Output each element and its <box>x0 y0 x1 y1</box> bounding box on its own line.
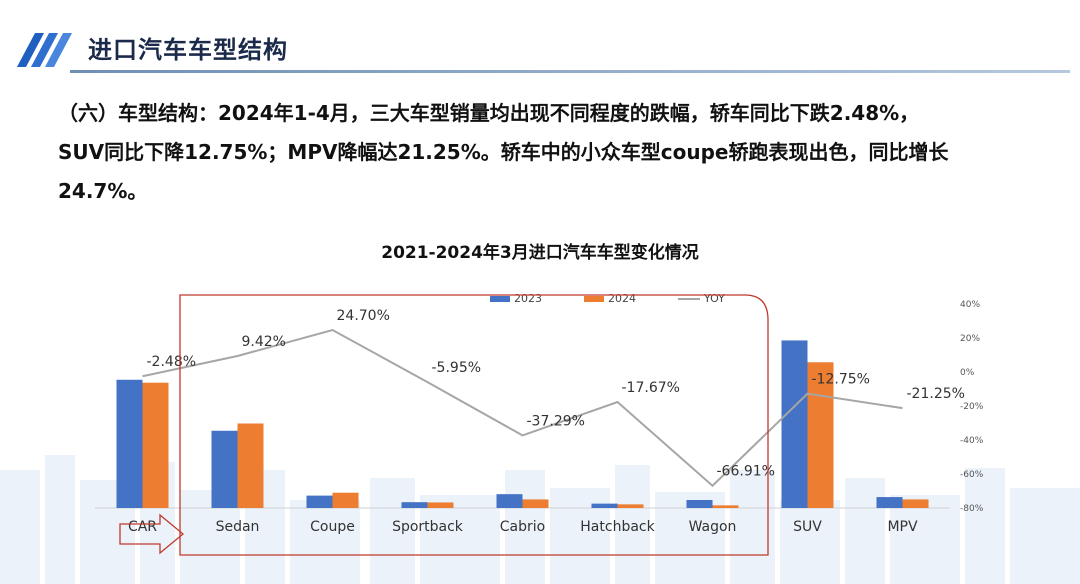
y-right-tick-label: -60% <box>960 470 984 480</box>
page-title: 进口汽车车型结构 <box>88 36 288 64</box>
background-skyline-block <box>505 470 545 584</box>
background-skyline-block <box>890 495 960 584</box>
background-skyline-block <box>290 500 360 584</box>
x-tick-label: Wagon <box>689 519 737 535</box>
yoy-data-label: -21.25% <box>907 386 965 402</box>
summary-paragraph: （六）车型结构：2024年1-4月，三大车型销量均出现不同程度的跌幅，轿车同比下… <box>58 94 1048 211</box>
summary-line: （六）车型结构：2024年1-4月，三大车型销量均出现不同程度的跌幅，轿车同比下… <box>58 101 920 125</box>
yoy-data-label: -12.75% <box>812 372 870 388</box>
background-skyline-block <box>780 500 840 584</box>
background-skyline-block <box>420 495 500 584</box>
yoy-data-label: 9.42% <box>242 334 286 350</box>
yoy-data-label: -2.48% <box>147 354 197 370</box>
bar-2024-hatchback <box>617 504 644 508</box>
background-skyline-block <box>370 478 415 584</box>
legend-swatch-2023 <box>490 296 510 302</box>
x-tick-label: SUV <box>793 519 822 535</box>
bar-2024-cabrio <box>522 499 549 508</box>
x-tick-label: Cabrio <box>500 519 545 535</box>
bar-2023-sportback <box>401 502 428 508</box>
background-skyline-block <box>45 455 75 584</box>
bar-2024-suv <box>807 362 834 508</box>
background-skyline-block <box>615 465 650 584</box>
background-skyline-block <box>965 468 1005 584</box>
bar-2023-car <box>116 379 143 508</box>
bar-2024-car <box>142 382 169 508</box>
legend-label-2023: 2023 <box>514 292 542 305</box>
y-right-tick-label: 0% <box>960 368 975 378</box>
legend-swatch-2024 <box>584 296 604 302</box>
x-tick-label: MPV <box>887 519 918 535</box>
bar-2023-mpv <box>876 497 903 508</box>
background-skyline-block <box>550 488 610 584</box>
yoy-data-label: -17.67% <box>622 380 680 396</box>
legend-label-yoy: YOY <box>703 292 725 305</box>
yoy-data-label: -5.95% <box>432 360 482 376</box>
bar-2024-sportback <box>427 502 454 508</box>
summary-line: 24.7%。 <box>58 179 148 203</box>
header-underline <box>70 70 1070 73</box>
yoy-line <box>142 328 903 488</box>
y-right-tick-label: -80% <box>960 504 984 514</box>
bar-2023-coupe <box>306 495 333 508</box>
y-right-tick-label: -40% <box>960 436 984 446</box>
x-tick-label: Hatchback <box>580 519 655 535</box>
x-tick-label: Sportback <box>392 519 464 535</box>
highlight-box <box>179 294 769 556</box>
y-right-tick-label: 20% <box>960 334 980 344</box>
x-tick-label: Coupe <box>310 519 355 535</box>
bar-2023-cabrio <box>496 494 523 508</box>
legend-label-2024: 2024 <box>608 292 636 305</box>
yoy-data-label: 24.70% <box>337 308 390 324</box>
bar-2024-sedan <box>237 423 264 508</box>
background-skyline-block <box>1010 488 1080 584</box>
x-tick-label: CAR <box>128 519 157 535</box>
x-tick-label: Sedan <box>216 519 260 535</box>
bar-2024-coupe <box>332 492 359 508</box>
bar-2023-wagon <box>686 499 713 508</box>
bar-2024-wagon <box>712 505 739 508</box>
yoy-data-label: -66.91% <box>717 464 775 480</box>
summary-line: SUV同比下降12.75%；MPV降幅达21.25%。轿车中的小众车型coupe… <box>58 140 949 164</box>
page-header: 进口汽车车型结构 <box>0 0 1080 80</box>
y-right-tick-label: 40% <box>960 300 980 310</box>
background-skyline-block <box>845 478 885 584</box>
bar-2023-suv <box>781 340 808 508</box>
yoy-data-label: -37.29% <box>527 413 585 429</box>
bar-2024-mpv <box>902 499 929 508</box>
bar-2023-hatchback <box>591 503 618 508</box>
arrow-outline-icon <box>119 513 185 555</box>
background-skyline-block <box>0 470 40 584</box>
y-right-tick-label: -20% <box>960 402 984 412</box>
bar-2023-sedan <box>211 430 238 508</box>
chart-title: 2021-2024年3月进口汽车车型变化情况 <box>381 243 699 263</box>
